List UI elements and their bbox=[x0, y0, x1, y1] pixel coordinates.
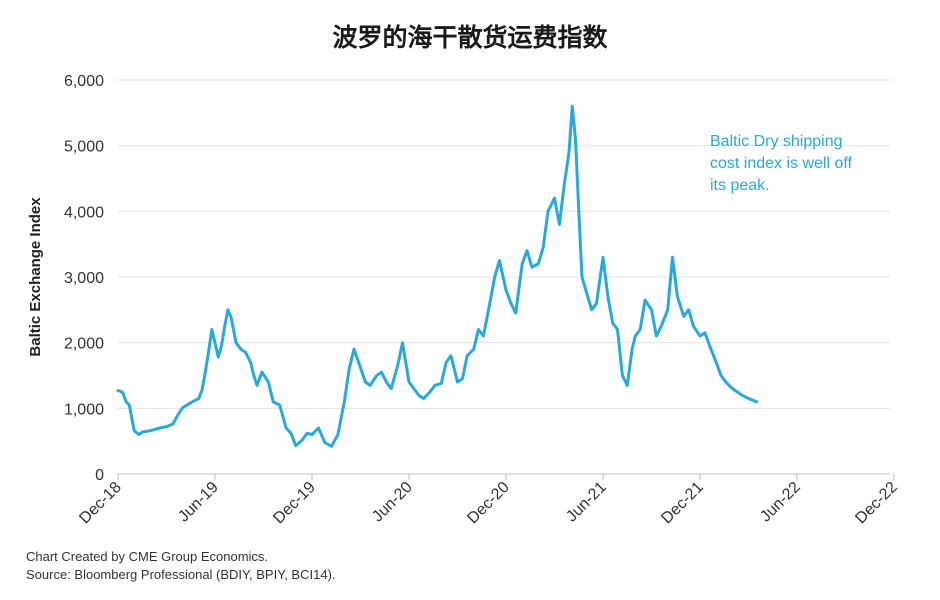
x-tick-label: Jun-20 bbox=[369, 479, 416, 526]
grid-lines bbox=[118, 79, 890, 409]
x-tick-label: Jun-22 bbox=[757, 479, 804, 526]
y-tick-label: 6,000 bbox=[64, 73, 104, 90]
annotation-line: cost index is well off bbox=[710, 155, 853, 172]
annotation-line: its peak. bbox=[710, 177, 770, 194]
y-tick-label: 0 bbox=[95, 467, 104, 484]
y-tick-label: 5,000 bbox=[64, 139, 104, 156]
x-tick-label: Dec-22 bbox=[852, 479, 901, 528]
y-axis-label: Baltic Exchange Index bbox=[27, 197, 44, 357]
x-tick-label: Jun-19 bbox=[175, 479, 222, 526]
y-tick-labels: 0 1,000 2,000 3,000 4,000 5,000 6,000 bbox=[64, 73, 104, 484]
chart-credits: Chart Created by CME Group Economics. So… bbox=[26, 548, 336, 584]
y-tick-label: 2,000 bbox=[64, 336, 104, 353]
x-tick-label: Dec-21 bbox=[658, 479, 707, 528]
chart-title: 波罗的海干散货运费指数 bbox=[332, 23, 608, 52]
series-layer bbox=[116, 104, 759, 448]
y-tick-label: 1,000 bbox=[64, 401, 104, 418]
annotation-line: Baltic Dry shipping bbox=[710, 133, 843, 150]
x-tick-label: Dec-19 bbox=[270, 479, 319, 528]
x-tick-label: Jun-21 bbox=[563, 479, 610, 526]
x-tick-label: Dec-18 bbox=[76, 479, 125, 528]
credit-line: Source: Bloomberg Professional (BDIY, BP… bbox=[26, 567, 336, 582]
series-line bbox=[116, 104, 759, 448]
x-tick-label: Dec-20 bbox=[464, 479, 513, 528]
credit-line: Chart Created by CME Group Economics. bbox=[26, 549, 269, 564]
chart-annotation: Baltic Dry shipping cost index is well o… bbox=[710, 133, 856, 194]
x-tick-labels: Dec-18 Jun-19 Dec-19 Jun-20 Dec-20 Jun-21 Dec-… bbox=[76, 474, 901, 527]
y-tick-label: 4,000 bbox=[64, 204, 104, 221]
y-tick-label: 3,000 bbox=[64, 270, 104, 287]
